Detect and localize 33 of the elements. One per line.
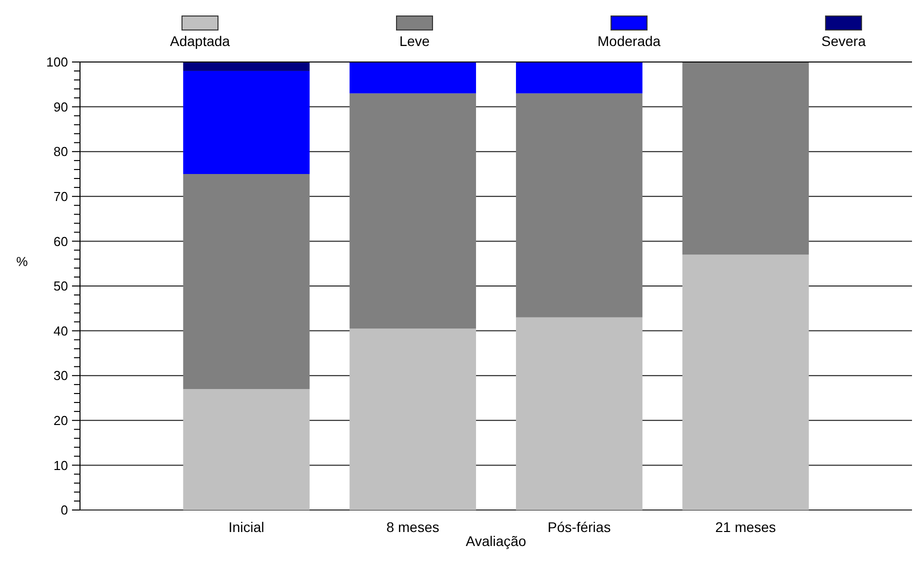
y-tick-label: 90 xyxy=(54,99,68,114)
y-tick-label: 100 xyxy=(46,54,68,70)
x-tick-label: Pós-férias xyxy=(548,519,611,535)
bar xyxy=(350,93,476,329)
legend-label: Leve xyxy=(399,33,430,49)
y-tick-label: 80 xyxy=(54,144,68,160)
bar xyxy=(183,70,310,174)
y-tick-label: 30 xyxy=(54,368,68,384)
bar xyxy=(350,328,476,510)
y-tick-label: 50 xyxy=(54,278,68,294)
y-tick-label: 20 xyxy=(54,412,68,428)
legend-label: Moderada xyxy=(598,33,661,49)
bar xyxy=(516,317,642,510)
y-tick-label: 40 xyxy=(54,323,68,338)
x-tick-label: 8 meses xyxy=(386,519,440,535)
bar xyxy=(183,174,310,390)
y-tick-label: 10 xyxy=(54,458,68,473)
legend-label: Severa xyxy=(821,33,866,49)
bar xyxy=(682,254,809,510)
legend-label: Adaptada xyxy=(170,33,230,49)
y-axis-title: % xyxy=(16,254,28,269)
bar xyxy=(516,93,642,318)
x-axis-title: Avaliação xyxy=(466,533,526,549)
bar xyxy=(516,62,642,94)
bar xyxy=(682,62,809,255)
y-tick-label: 0 xyxy=(60,502,68,518)
y-tick-label: 60 xyxy=(54,234,68,249)
bar xyxy=(183,62,310,71)
x-tick-label: Inicial xyxy=(228,519,264,535)
bar xyxy=(183,389,310,510)
bar xyxy=(350,62,476,94)
x-tick-label: 21 meses xyxy=(715,519,776,535)
y-tick-label: 70 xyxy=(54,188,68,204)
